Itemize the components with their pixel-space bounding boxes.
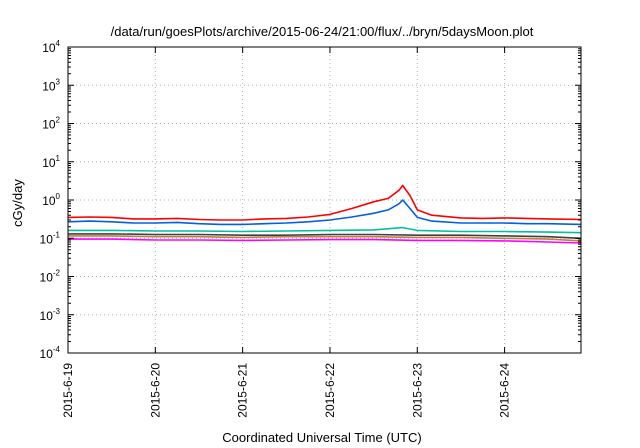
- series-line-3: [68, 226, 582, 234]
- series-line-1: [67, 184, 582, 221]
- x-tick-label: 2015-6-21: [236, 363, 250, 418]
- x-axis-ticks: 2015-6-19 2015-6-20 2015-6-21 2015-6-22 2015…: [61, 47, 512, 418]
- y-tick-label: 103: [42, 77, 60, 93]
- y-tick-label: 10-1: [40, 230, 61, 246]
- chart-title: /data/run/goesPlots/archive/2015-06-24/2…: [111, 24, 534, 39]
- data-series: [67, 184, 582, 244]
- x-tick-label: 2015-6-20: [148, 363, 162, 418]
- series-line-2: [67, 199, 582, 226]
- x-tick-label: 2015-6-23: [410, 363, 424, 418]
- y-tick-label: 102: [42, 116, 60, 132]
- x-axis-label: Coordinated Universal Time (UTC): [222, 430, 421, 445]
- y-tick-label: 10-2: [40, 269, 61, 285]
- x-tick-label: 2015-6-19: [61, 363, 75, 418]
- y-tick-label: 100: [42, 192, 60, 208]
- x-tick-label: 2015-6-24: [498, 363, 512, 418]
- y-tick-label: 104: [42, 39, 60, 55]
- y-tick-label: 10-4: [40, 345, 61, 361]
- series-line-5: [68, 235, 582, 242]
- y-tick-label: 101: [42, 154, 60, 170]
- series-line-4: [68, 233, 582, 240]
- x-tick-label: 2015-6-22: [323, 363, 337, 418]
- y-axis-label: cGy/day: [10, 179, 25, 227]
- grid-lines: [68, 47, 581, 353]
- y-tick-label: 10-3: [40, 307, 61, 323]
- series-line-6: [68, 238, 582, 244]
- y-axis-ticks: 10-4 10-3 10-2 10-1 100 101 102 103 104: [40, 39, 581, 361]
